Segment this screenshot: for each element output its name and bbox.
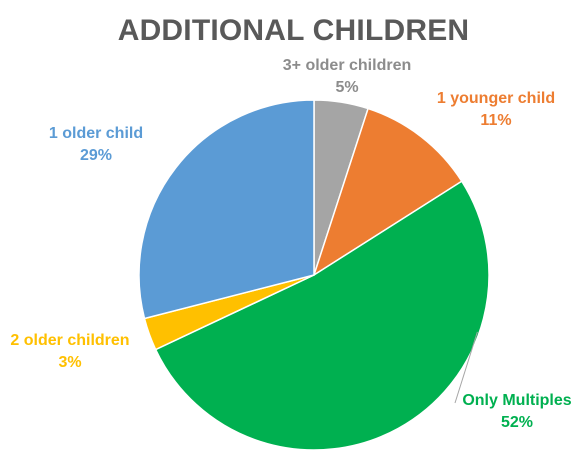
slice-label-1-older-child: 1 older child — [49, 125, 143, 142]
slice-label-2-older-children: 2 older children — [10, 332, 129, 349]
slice-value-2-older-children: 3% — [58, 354, 81, 371]
slice-label-3-older-children: 3+ older children — [283, 57, 411, 74]
slice-value-3-older-children: 5% — [335, 79, 358, 96]
slice-value-1-older-child: 29% — [80, 147, 112, 164]
pie-slice-1-younger-child — [312, 107, 463, 277]
slice-value-only-multiples: 52% — [501, 414, 533, 431]
slice-label-only-multiples: Only Multiples — [462, 392, 571, 409]
slice-value-1-younger-child: 11% — [480, 112, 511, 129]
chart-title: ADDITIONAL CHILDREN — [117, 14, 470, 47]
pie-slice-only-multiples — [154, 180, 490, 451]
slice-label-1-younger-child: 1 younger child — [437, 90, 555, 107]
leader-line — [454, 331, 478, 404]
pie-slice-1-older-child — [138, 99, 315, 320]
